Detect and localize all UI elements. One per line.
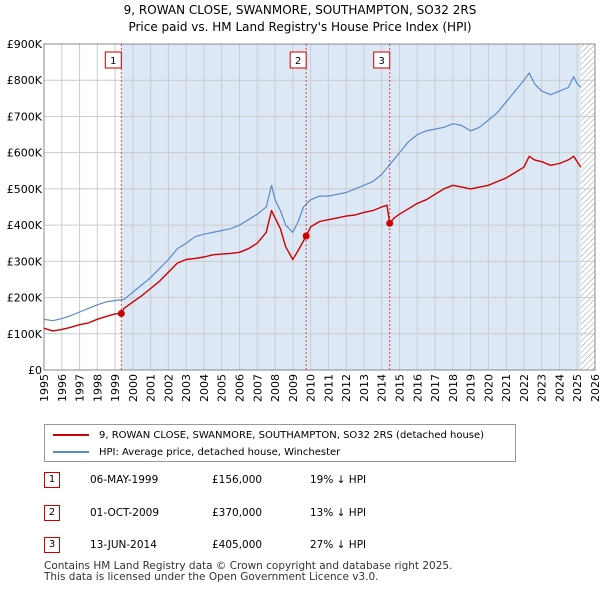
sale-number-badge: 1: [44, 472, 60, 488]
hpi-line: [43, 72, 582, 322]
x-tick-label: 2000: [127, 374, 140, 402]
sale-price: £405,000: [212, 539, 263, 551]
x-tick-label: 2022: [518, 374, 531, 402]
x-tick-label: 2019: [465, 374, 478, 402]
sale-point: [386, 219, 394, 227]
sale-label-box: [104, 51, 122, 69]
x-tick-label: 2016: [411, 374, 424, 402]
x-tick-label: 2025: [571, 374, 584, 402]
x-tick-label: 2023: [536, 374, 549, 402]
price-chart: £0 £100K £200K £300K £400K £500K £600K £700K £80…: [7, 38, 600, 402]
y-tick-label: £500K: [7, 183, 43, 196]
plot-border: [43, 43, 596, 371]
x-tick-label: 2010: [305, 374, 318, 402]
y-tick-label: £700K: [7, 110, 43, 123]
x-tick-label: 2008: [269, 374, 282, 402]
x-tick-label: 1997: [74, 374, 87, 402]
x-tick-label: 1996: [56, 374, 69, 402]
sale-label-box: [373, 51, 391, 69]
sale-point: [117, 309, 125, 317]
x-tick-label: 2005: [216, 374, 229, 402]
y-tick-label: £600K: [7, 147, 43, 160]
sale-date: 01-OCT-2009: [90, 507, 159, 519]
legend-hpi: HPI: Average price, detached house, Winc…: [53, 444, 340, 460]
x-tick-label: 2021: [500, 374, 513, 402]
x-tick-label: 2015: [393, 374, 406, 402]
sale-date: 06-MAY-1999: [90, 474, 159, 486]
x-tick-label: 2020: [482, 374, 495, 402]
sale-hpi-diff: 27% ↓ HPI: [310, 539, 367, 551]
x-tick-label: 1999: [109, 374, 122, 402]
y-tick-label: £800K: [7, 74, 43, 87]
sale-label: 3: [379, 56, 385, 67]
x-tick-label: 2018: [447, 374, 460, 402]
x-tick-label: 2007: [251, 374, 264, 402]
x-tick-label: 2006: [234, 374, 247, 402]
sale-row: 3 13-JUN-2014 £405,000 27% ↓ HPI: [44, 535, 544, 557]
property-price-line: [43, 155, 582, 332]
y-tick-label: £100K: [7, 328, 43, 341]
sale-number-badge: 2: [44, 505, 60, 521]
legend-hpi-label: HPI: Average price, detached house, Winc…: [99, 446, 341, 458]
x-tick-label: 1998: [91, 374, 104, 402]
y-tick-label: £0: [28, 364, 42, 377]
sale-price: £370,000: [212, 507, 263, 519]
sale-label: 1: [110, 56, 116, 67]
chart-title-line-2: Price paid vs. HM Land Registry's House …: [128, 20, 472, 34]
y-tick-label: £200K: [7, 292, 43, 305]
sale-row: 1 06-MAY-1999 £156,000 19% ↓ HPI: [44, 470, 544, 492]
sale-hpi-diff: 19% ↓ HPI: [310, 474, 367, 486]
chart-legend: 9, ROWAN CLOSE, SWANMORE, SOUTHAMPTON, S…: [44, 424, 516, 462]
x-tick-label: 2014: [376, 374, 389, 402]
sale-number-badge: 3: [44, 537, 60, 553]
x-tick-label: 2011: [322, 374, 335, 402]
forecast-hatched-region: [580, 44, 595, 370]
legend-hpi-swatch: [53, 451, 89, 453]
sale-price: £156,000: [212, 474, 263, 486]
legend-property-swatch: [53, 434, 89, 436]
sale-date: 13-JUN-2014: [90, 539, 157, 551]
sale-point: [302, 232, 310, 240]
x-tick-label: 2003: [180, 374, 193, 402]
sale-row: 2 01-OCT-2009 £370,000 13% ↓ HPI: [44, 503, 544, 525]
x-tick-label: 2001: [145, 374, 158, 402]
y-tick-label: £400K: [7, 219, 43, 232]
post-sale-shaded-region: [121, 44, 581, 370]
x-tick-label: 2026: [589, 374, 600, 402]
x-tick-label: 2024: [553, 374, 566, 402]
x-tick-label: 2009: [287, 374, 300, 402]
y-tick-label: £900K: [7, 38, 43, 51]
x-tick-label: 2013: [358, 374, 371, 402]
y-tick-label: £300K: [7, 255, 43, 268]
sale-label-box: [289, 51, 307, 69]
chart-title-line-1: 9, ROWAN CLOSE, SWANMORE, SOUTHAMPTON, S…: [123, 3, 477, 17]
x-tick-label: 2012: [340, 374, 353, 402]
legend-property: 9, ROWAN CLOSE, SWANMORE, SOUTHAMPTON, S…: [53, 427, 484, 443]
footer: Contains HM Land Registry data © Crown c…: [44, 561, 452, 583]
footer-licence: This data is licensed under the Open Gov…: [44, 571, 379, 583]
x-tick-label: 2002: [162, 374, 175, 402]
x-tick-label: 2004: [198, 374, 211, 402]
sale-label: 2: [295, 56, 301, 67]
x-tick-label: 2017: [429, 374, 442, 402]
sale-hpi-diff: 13% ↓ HPI: [310, 507, 367, 519]
legend-property-label: 9, ROWAN CLOSE, SWANMORE, SOUTHAMPTON, S…: [99, 429, 485, 441]
x-tick-label: 1995: [38, 374, 51, 402]
footer-copyright: Contains HM Land Registry data © Crown c…: [44, 560, 453, 572]
